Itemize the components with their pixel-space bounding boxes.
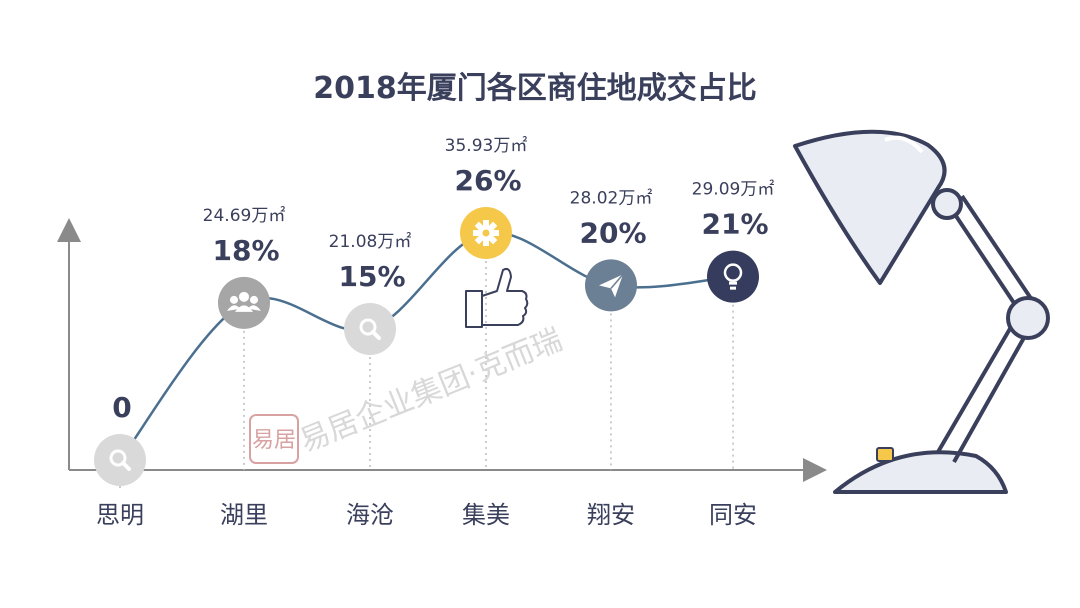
thumbs-up-icon (465, 267, 529, 328)
x-tick-label: 翔安 (587, 501, 635, 529)
watermark-seal-text: 易居 (252, 428, 296, 453)
watermark-seal: 易居 (249, 414, 299, 464)
x-tick-label: 集美 (462, 501, 510, 529)
data-point (218, 276, 270, 329)
data-point (460, 207, 512, 259)
data-label-percent: 21% (701, 208, 768, 241)
watermark-text: 易居企业集团·克而瑞 (295, 322, 567, 459)
gear-icon (473, 220, 499, 246)
desk-lamp (793, 129, 1050, 494)
data-label-area: 29.09万㎡ (692, 180, 775, 200)
data-label-area: 24.69万㎡ (203, 206, 286, 226)
search-icon (359, 318, 381, 341)
paper-plane-icon (599, 273, 624, 298)
data-point (707, 250, 759, 303)
watermark: 易居 易居企业集团·克而瑞 (249, 322, 567, 464)
chart-title: 2018年厦门各区商住地成交占比 (313, 71, 757, 106)
x-tick-label: 思明 (96, 501, 144, 529)
data-label-percent: 26% (454, 164, 521, 197)
data-label-percent: 18% (212, 234, 279, 267)
data-label-area: 21.08万㎡ (329, 232, 412, 252)
search-icon (109, 449, 131, 471)
data-label-percent: 0 (112, 391, 131, 424)
lightbulb-icon (723, 263, 743, 290)
data-point (344, 303, 396, 356)
data-label-percent: 15% (338, 260, 405, 293)
people-icon (227, 291, 261, 312)
data-label-area: 28.02万㎡ (570, 188, 653, 208)
data-point (94, 434, 146, 486)
data-point (585, 259, 637, 312)
data-label-area: 35.93万㎡ (445, 136, 528, 156)
x-tick-label: 同安 (709, 501, 757, 529)
x-tick-label: 湖里 (220, 501, 268, 529)
x-tick-label: 海沧 (346, 501, 394, 529)
data-label-percent: 20% (579, 216, 646, 249)
